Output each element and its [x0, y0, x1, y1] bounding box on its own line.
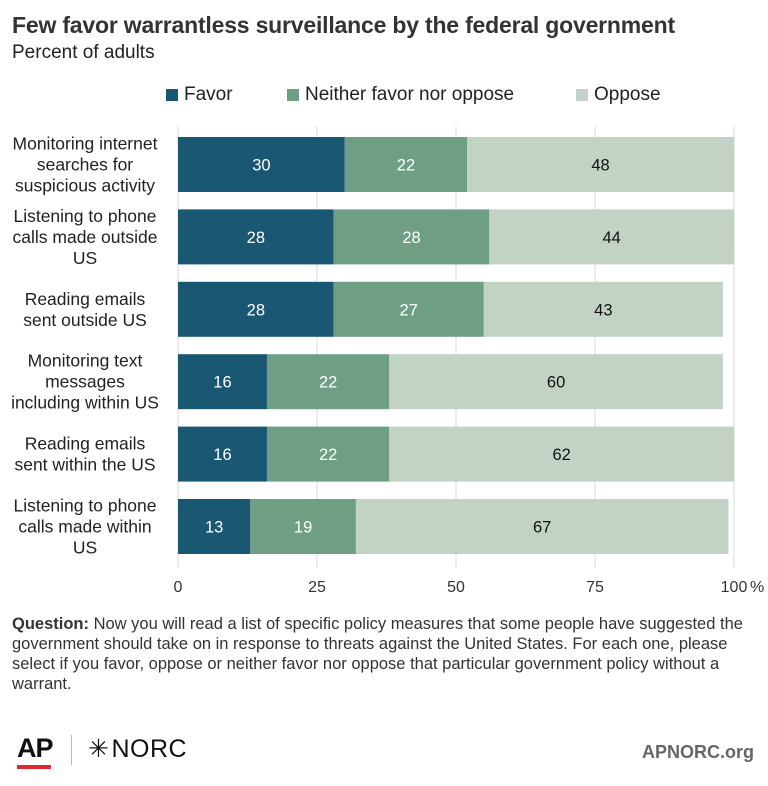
data-label: 28 [247, 229, 265, 247]
data-label: 44 [603, 229, 621, 247]
bar-segment-favor [178, 426, 267, 482]
bar-segment-neither [250, 499, 356, 554]
legend-label-favor: Favor [184, 84, 233, 105]
chart-title: Few favor warrantless surveillance by th… [12, 12, 675, 38]
bar-segment-oppose [389, 426, 734, 482]
apnorc-site-link[interactable]: APNORC.org [642, 742, 754, 762]
data-label: 16 [213, 374, 231, 392]
x-tick-label: 25 [308, 579, 326, 596]
category-label-line: Listening to phone [13, 206, 156, 226]
data-label: 60 [547, 374, 565, 392]
stacked-bar-chart: 30 22 48 Monitoring internet searches for sus… [11, 126, 764, 596]
bar-segment-oppose [489, 209, 734, 265]
data-label: 22 [397, 157, 415, 175]
category-label-line: Listening to phone [13, 496, 156, 516]
category-label: Monitoring text messages including within … [11, 351, 159, 413]
bar-segment-favor [178, 137, 345, 192]
data-label: 62 [552, 446, 570, 464]
bar-segment-neither [266, 426, 390, 482]
data-label: 28 [247, 301, 265, 319]
legend-item-oppose: Oppose [576, 84, 661, 106]
data-label: 27 [400, 301, 418, 319]
footer-divider [71, 735, 72, 765]
data-label: 19 [294, 519, 312, 537]
bar-segment-oppose [467, 137, 734, 192]
bar-segment-favor [178, 354, 267, 410]
category-label-line: including within US [11, 393, 159, 413]
legend: Favor Neither favor nor oppose Oppose [0, 84, 768, 108]
norc-logo-text: NORC [111, 735, 188, 763]
question-note: Question: Now you will read a list of sp… [12, 614, 756, 694]
category-label: Reading emails sent outside US [23, 289, 147, 330]
legend-swatch-oppose [576, 89, 588, 101]
bar-segment-oppose [483, 281, 723, 337]
x-axis-unit: % [750, 579, 764, 596]
data-label: 30 [252, 157, 270, 175]
bar-segment-neither [333, 209, 490, 265]
category-label-line: Monitoring text [28, 351, 143, 371]
ap-logo-underline [17, 765, 51, 769]
category-label: Listening to phone calls made outside US [13, 206, 158, 268]
x-tick-label: 0 [174, 579, 183, 596]
x-tick-label: 75 [586, 579, 604, 596]
x-tick-label: 50 [447, 579, 465, 596]
bar-segment-neither [333, 281, 484, 337]
category-label-line: searches for [37, 155, 133, 175]
data-label: 67 [533, 519, 551, 537]
data-label: 13 [205, 519, 223, 537]
category-label-line: Monitoring internet [13, 134, 158, 154]
category-label-line: messages [45, 372, 125, 392]
legend-item-neither: Neither favor nor oppose [287, 84, 514, 106]
category-label-line: Reading emails [25, 434, 146, 454]
norc-logo: ✳NORC [88, 734, 187, 764]
chart-subtitle: Percent of adults [12, 42, 155, 63]
category-label-line: calls made outside [13, 227, 158, 247]
bar-segment-neither [266, 354, 390, 410]
category-label-line: sent within the US [14, 455, 155, 475]
category-label: Reading emails sent within the US [14, 434, 155, 475]
category-label-line: suspicious activity [15, 176, 155, 196]
ap-logo: AP [17, 733, 54, 763]
category-label-line: US [73, 538, 97, 558]
x-tick-label: 100 [721, 579, 748, 596]
category-label-line: calls made within [18, 517, 151, 537]
data-label: 16 [213, 446, 231, 464]
bar-segment-oppose [355, 499, 729, 554]
category-label-line: US [73, 248, 97, 268]
bar-segment-favor [178, 209, 334, 265]
bar-segment-favor [178, 499, 251, 554]
data-label: 48 [591, 157, 609, 175]
legend-label-neither: Neither favor nor oppose [305, 84, 515, 105]
category-label: Listening to phone calls made within US [13, 496, 156, 558]
category-label-line: sent outside US [23, 310, 147, 330]
data-label: 43 [594, 301, 612, 319]
data-label: 22 [319, 446, 337, 464]
legend-label-oppose: Oppose [594, 84, 661, 105]
question-text: Now you will read a list of specific pol… [12, 615, 743, 693]
bar-segment-oppose [389, 354, 723, 410]
bar-segment-neither [344, 137, 468, 192]
category-label: Monitoring internet searches for suspiciou… [13, 134, 158, 196]
data-label: 22 [319, 374, 337, 392]
norc-star-icon: ✳ [88, 735, 110, 763]
question-label: Question: [12, 615, 89, 633]
legend-swatch-favor [166, 89, 178, 101]
category-label-line: Reading emails [25, 289, 146, 309]
data-label: 28 [402, 229, 420, 247]
legend-item-favor: Favor [166, 84, 233, 106]
bar-segment-favor [178, 281, 334, 337]
legend-swatch-neither [287, 89, 299, 101]
